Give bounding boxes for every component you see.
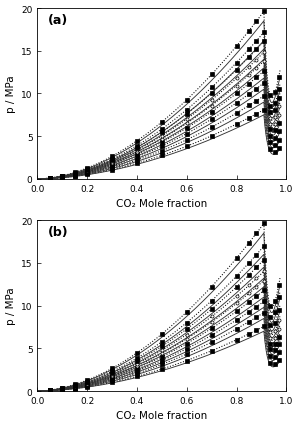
X-axis label: CO₂ Mole fraction: CO₂ Mole fraction (116, 411, 208, 420)
X-axis label: CO₂ Mole fraction: CO₂ Mole fraction (116, 199, 208, 209)
Y-axis label: p / MPa: p / MPa (6, 75, 16, 113)
Text: (a): (a) (48, 14, 68, 27)
Y-axis label: p / MPa: p / MPa (6, 287, 16, 325)
Text: (b): (b) (48, 226, 68, 239)
